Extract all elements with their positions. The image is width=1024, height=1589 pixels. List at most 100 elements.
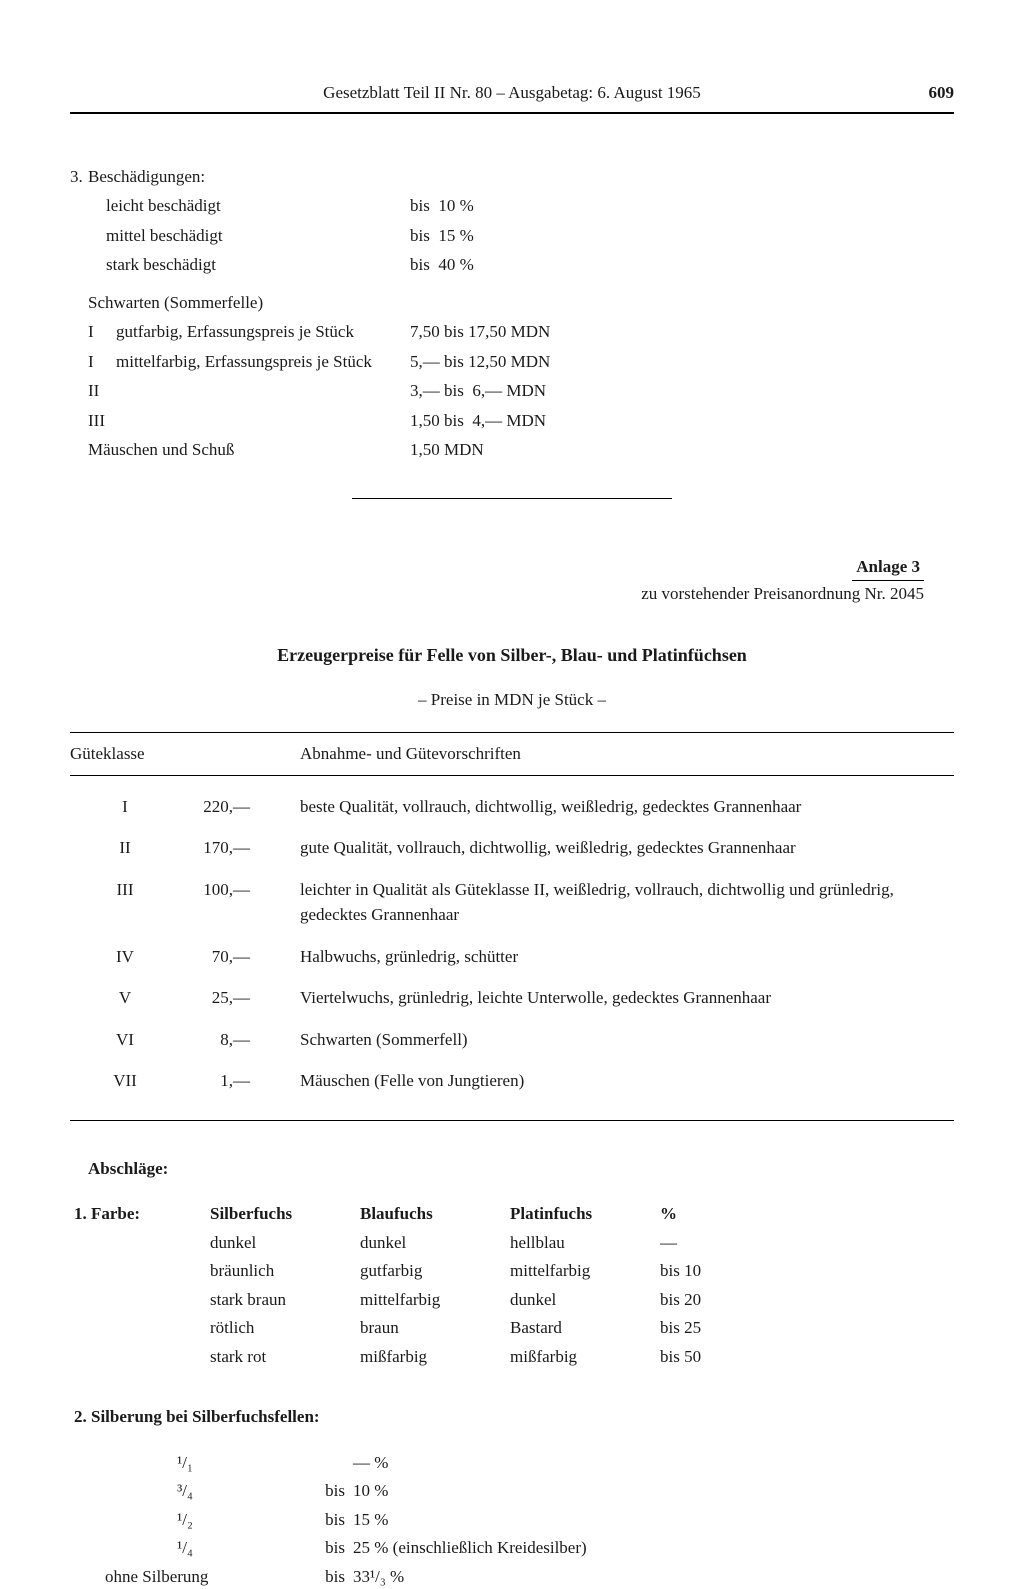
price-cell: 25,— (180, 985, 300, 1011)
anlage-heading: Anlage 3 (852, 554, 924, 582)
price-cell: 8,— (180, 1027, 300, 1053)
farbe-num: 1. (74, 1204, 87, 1223)
silber-val: — % (345, 1450, 954, 1476)
silber-last-val: 33¹/₃ % (345, 1564, 954, 1589)
table-row: IV70,—Halbwuchs, grünledrig, schütter (70, 944, 954, 970)
silber-val: 10 % (345, 1478, 954, 1504)
page-header: Gesetzblatt Teil II Nr. 80 – Ausgabetag:… (70, 80, 954, 114)
silber-row: ¹/₄bis25 % (einschließlich Kreidesilber) (70, 1535, 954, 1561)
farbe-c2: mißfarbig (360, 1344, 510, 1370)
table-row: VI8,—Schwarten (Sommerfell) (70, 1027, 954, 1053)
farbe-c3: hellblau (510, 1230, 660, 1256)
silber-pre: bis (300, 1507, 345, 1533)
roman: I (88, 319, 116, 345)
farbe-c2: braun (360, 1315, 510, 1341)
silber-frac: ¹/₄ (70, 1535, 300, 1561)
silber-pre (300, 1450, 345, 1476)
schwarten-rows: Igutfarbig, Erfassungspreis je Stück 7,50… (70, 319, 954, 433)
class-cell: II (70, 835, 180, 861)
silber-section: 2. Silberung bei Silberfuchsfellen: ¹/₁ —… (70, 1404, 954, 1589)
desc-cell: Mäuschen (Felle von Jungtieren) (300, 1068, 954, 1094)
farbe-h3: Platinfuchs (510, 1201, 660, 1227)
roman: I (88, 349, 116, 375)
silber-row: ¹/₂bis15 % (70, 1507, 954, 1533)
silber-row: ¹/₁ — % (70, 1450, 954, 1476)
price-table: Güteklasse Abnahme- und Gütevorschriften… (70, 732, 954, 1121)
farbe-h1: Silberfuchs (210, 1201, 360, 1227)
farbe-c2: mittelfarbig (360, 1287, 510, 1313)
farbe-rows: dunkeldunkelhellblau—bräunlichgutfarbigm… (70, 1230, 954, 1370)
roman: III (88, 408, 116, 434)
roman: II (88, 378, 116, 404)
silber-val: 15 % (345, 1507, 954, 1533)
price-cell: 1,— (180, 1068, 300, 1094)
table-body: I220,—beste Qualität, vollrauch, dichtwo… (70, 776, 954, 1121)
damage-value: bis 15 % (410, 223, 590, 249)
schwarten-row: II 3,— bis 6,— MDN (70, 378, 954, 404)
damage-label: stark beschädigt (70, 252, 410, 278)
last-value: 1,50 MDN (410, 437, 590, 463)
section-damages: 3. Beschädigungen: leicht beschädigtbis … (70, 164, 954, 463)
desc-cell: leichter in Qualität als Güteklasse II, … (300, 877, 954, 928)
table-row: I220,—beste Qualität, vollrauch, dichtwo… (70, 794, 954, 820)
silber-frac: ¹/₁ (70, 1450, 300, 1476)
desc-cell: gute Qualität, vollrauch, dichtwollig, w… (300, 835, 954, 861)
class-cell: VII (70, 1068, 180, 1094)
divider (352, 498, 672, 499)
silber-title: Silberung bei Silberfuchsfellen: (91, 1407, 320, 1426)
farbe-c4: bis 25 (660, 1315, 760, 1341)
damage-value: bis 10 % (410, 193, 590, 219)
page-number: 609 (929, 80, 955, 106)
schwarten-row: Imittelfarbig, Erfassungspreis je Stück5… (70, 349, 954, 375)
farbe-c2: gutfarbig (360, 1258, 510, 1284)
schwarten-value: 3,— bis 6,— MDN (410, 378, 590, 404)
silber-frac: ¹/₂ (70, 1507, 300, 1533)
farbe-row: dunkeldunkelhellblau— (70, 1230, 954, 1256)
schwarten-title: Schwarten (Sommerfelle) (70, 290, 954, 316)
main-title: Erzeugerpreise für Felle von Silber-, Bl… (70, 642, 954, 669)
schwarten-value: 5,— bis 12,50 MDN (410, 349, 590, 375)
silber-num: 2. (74, 1407, 87, 1426)
last-label: Mäuschen und Schuß (70, 437, 410, 463)
damage-row: leicht beschädigtbis 10 % (70, 193, 954, 219)
farbe-c4: bis 50 (660, 1344, 760, 1370)
schwarten-value: 7,50 bis 17,50 MDN (410, 319, 590, 345)
class-cell: I (70, 794, 180, 820)
class-cell: IV (70, 944, 180, 970)
table-row: VII1,—Mäuschen (Felle von Jungtieren) (70, 1068, 954, 1094)
farbe-row: bräunlichgutfarbigmittelfarbigbis 10 (70, 1258, 954, 1284)
farbe-c1: rötlich (210, 1315, 360, 1341)
damage-row: mittel beschädigtbis 15 % (70, 223, 954, 249)
desc-cell: beste Qualität, vollrauch, dichtwollig, … (300, 794, 954, 820)
subtitle: – Preise in MDN je Stück – (70, 687, 954, 713)
damage-label: leicht beschädigt (70, 193, 410, 219)
farbe-c3: mittelfarbig (510, 1258, 660, 1284)
farbe-c1: bräunlich (210, 1258, 360, 1284)
abschlaege-title: Abschläge: (88, 1156, 954, 1182)
schwarten-value: 1,50 bis 4,— MDN (410, 408, 590, 434)
farbe-c1: stark braun (210, 1287, 360, 1313)
silber-row: ³/₄bis10 % (70, 1478, 954, 1504)
farbe-title: Farbe: (91, 1204, 140, 1223)
farbe-c4: bis 20 (660, 1287, 760, 1313)
silber-pre: bis (300, 1535, 345, 1561)
silber-last-pre: bis (300, 1564, 345, 1589)
price-cell: 100,— (180, 877, 300, 903)
farbe-c1: stark rot (210, 1344, 360, 1370)
schwarten-row: Igutfarbig, Erfassungspreis je Stück 7,50… (70, 319, 954, 345)
farbe-c1: dunkel (210, 1230, 360, 1256)
silber-val: 25 % (einschließlich Kreidesilber) (345, 1535, 954, 1561)
schwarten-label: gutfarbig, Erfassungspreis je Stück (116, 319, 354, 345)
section-number: 3. (70, 164, 88, 190)
section-title: Beschädigungen: (88, 164, 205, 190)
schwarten-row: III 1,50 bis 4,— MDN (70, 408, 954, 434)
table-row: II170,—gute Qualität, vollrauch, dichtwo… (70, 835, 954, 861)
farbe-section: 1. Farbe: Silberfuchs Blaufuchs Platinfu… (70, 1201, 954, 1369)
silber-frac: ³/₄ (70, 1478, 300, 1504)
desc-cell: Schwarten (Sommerfell) (300, 1027, 954, 1053)
anlage-block: Anlage 3 zu vorstehender Preisanordnung … (70, 554, 924, 607)
class-cell: VI (70, 1027, 180, 1053)
class-cell: III (70, 877, 180, 903)
farbe-h4: % (660, 1201, 760, 1227)
farbe-c3: Bastard (510, 1315, 660, 1341)
